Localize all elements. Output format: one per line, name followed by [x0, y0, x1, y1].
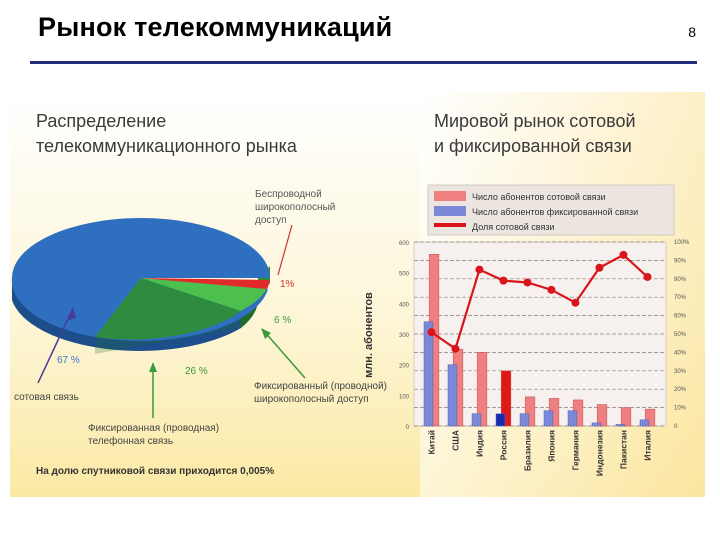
y2-tick-label: 100% — [674, 240, 690, 246]
y2-tick-label: 20% — [674, 387, 687, 393]
y2-tick-label: 0 — [674, 424, 678, 430]
pie-footnote: На долю спутниковой связи приходится 0,0… — [36, 466, 274, 477]
x-tick-label: Япония — [546, 430, 556, 462]
bar-mobile-9 — [644, 408, 656, 427]
slide-number: 8 — [688, 24, 696, 40]
x-tick-label: США — [450, 430, 460, 451]
bar-title-line1: Мировой рынок сотовой — [434, 111, 636, 131]
pie-slice-fixed-phone — [95, 278, 241, 340]
y2-tick-label: 80% — [674, 277, 687, 283]
bar-fixed-5 — [543, 410, 554, 427]
pie-slice-wireless — [141, 278, 270, 289]
pie-title-line1: Распределение — [36, 111, 166, 131]
pie-pointer-mobile-head — [68, 308, 76, 320]
bar-fixed-9 — [639, 419, 650, 427]
y-tick-label: 200 — [399, 364, 410, 370]
pie-chart — [11, 218, 270, 354]
y2-tick-label: 70% — [674, 295, 687, 301]
y-tick-label: 0 — [406, 425, 410, 431]
x-tick-label: Китай — [426, 430, 436, 455]
bar-mobile-3 — [500, 370, 512, 427]
x-tick-label: Германия — [570, 430, 580, 470]
bar-fixed-7 — [591, 422, 602, 427]
bar-chart: 0 100 200 300 400 500 600 0 10% 20% 30% 40% 50% 60% 7… — [399, 240, 690, 476]
legend-label-mobile: Число абонентов сотовой связи — [472, 192, 606, 202]
bar-mobile-2 — [476, 352, 488, 427]
pie-title-text-1: Распределение — [36, 111, 166, 131]
line-point-1 — [451, 344, 460, 353]
pie-label-fixed-bb-1: Фиксированный (проводной) — [254, 381, 387, 392]
y-tick-label: 400 — [399, 302, 410, 308]
y-axis-title: млн. абонентов — [363, 292, 375, 378]
legend-label-fixed: Число абонентов фиксированной связи — [472, 207, 638, 217]
x-tick-label: Россия — [498, 430, 508, 460]
bar-mobile-8 — [620, 407, 632, 427]
pie-label-wireless-3: доступ — [255, 215, 287, 226]
pie-value-fixed-bb: 6 % — [274, 315, 291, 326]
pie-label-wireless-2: широкополосный — [255, 202, 335, 213]
y2-tick-label: 40% — [674, 350, 687, 356]
bar-legend: Число абонентов сотовой связи Число абон… — [427, 184, 675, 236]
legend-label-share: Доля сотовой связи — [472, 222, 555, 232]
bar-fixed-4 — [519, 413, 530, 427]
bar-fixed-8 — [615, 424, 626, 427]
bar-fixed-0 — [423, 321, 434, 427]
pie-value-fixed-phone: 26 % — [185, 366, 208, 377]
x-tick-label: Бразилия — [522, 430, 532, 471]
x-tick-label: Индонезия — [594, 430, 604, 476]
x-tick-label: Италия — [642, 430, 652, 461]
line-point-2 — [475, 265, 484, 274]
legend-swatch-share — [434, 223, 466, 227]
pie-pointer-mobile — [37, 307, 74, 384]
y2-tick-label: 10% — [674, 406, 687, 412]
pie-pointer-wireless — [277, 224, 293, 276]
pie-value-mobile: 67 % — [57, 355, 80, 366]
legend-swatch-fixed — [434, 206, 466, 216]
legend-box — [427, 184, 675, 236]
line-point-4 — [523, 278, 532, 287]
line-point-9 — [643, 272, 652, 281]
pie-label-fixed-phone-2: телефонная связь — [88, 435, 173, 447]
bar-fixed-3 — [495, 413, 506, 427]
line-point-7 — [595, 263, 604, 272]
bar-title-line2: и фиксированной связи — [434, 136, 632, 156]
x-tick-label: Индия — [474, 430, 484, 457]
bar-fixed-2 — [471, 413, 482, 427]
y-tick-label: 100 — [399, 394, 410, 400]
legend-swatch-mobile — [434, 191, 466, 201]
pie-title-line2: телекоммуникационного рынка — [36, 136, 298, 156]
title-divider — [30, 61, 697, 64]
y2-tick-label: 50% — [674, 332, 687, 338]
x-tick-label: Пакистан — [618, 430, 628, 469]
y-tick-label: 300 — [399, 333, 410, 339]
line-share — [430, 253, 649, 351]
pie-pointer-fixed-bb-head — [261, 328, 271, 339]
pie-pointer-fixed-bb — [262, 329, 306, 379]
line-point-3 — [499, 276, 508, 285]
pie-pointer-fixed-phone-head — [149, 362, 157, 372]
line-point-5 — [547, 285, 556, 294]
bar-mobile-7 — [596, 404, 608, 427]
pie-label-fixed-bb-2: широкополосный доступ — [254, 394, 369, 405]
y-tick-label: 600 — [399, 241, 410, 247]
line-point-8 — [619, 250, 628, 259]
pie-value-wireless: 1% — [280, 279, 295, 290]
pie-label-mobile: сотовая связь — [14, 392, 79, 403]
line-point-0 — [427, 328, 436, 337]
pie-label-fixed-phone-1: Фиксированная (проводная) — [88, 423, 219, 434]
slide-title: Рынок телекоммуникаций — [38, 12, 393, 42]
bar-fixed-1 — [447, 364, 458, 427]
pie-label-wireless-1: Беспроводной — [255, 189, 322, 200]
bar-mobile-4 — [524, 396, 536, 427]
y-tick-label: 500 — [399, 272, 410, 278]
bar-fixed-6 — [567, 410, 578, 427]
pie-title-text-2: телекоммуникационного рынка — [36, 136, 298, 156]
y2-tick-label: 90% — [674, 258, 687, 264]
y2-tick-label: 30% — [674, 369, 687, 375]
y2-tick-label: 60% — [674, 314, 687, 320]
line-point-6 — [571, 298, 580, 307]
